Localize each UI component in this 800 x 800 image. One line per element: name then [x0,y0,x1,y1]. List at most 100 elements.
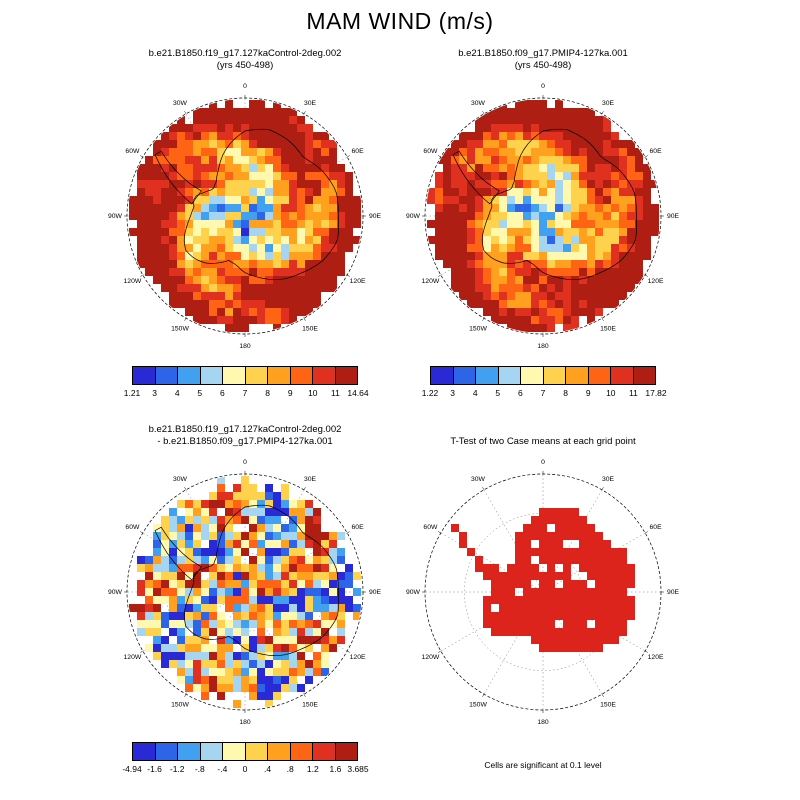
longitude-label: 0 [243,83,247,90]
colorbar-segment [245,367,268,384]
longitude-tick [482,487,485,490]
longitude-tick [184,111,187,114]
longitude-tick [601,487,604,490]
colorbar-label: 3.685 [347,764,369,774]
map-control: 0 30E 60E 90E 120E 150E 180 150W 120W 90W 60W 30W [108,83,382,350]
figure-title: MAM WIND (m/s) [306,8,494,34]
longitude-tick [303,694,306,697]
colorbar-segment [313,367,336,384]
colorbar-label: 1.22 [421,388,439,398]
colorbar-segment [155,743,178,760]
colorbar-control [132,366,358,385]
longitude-tick [347,155,350,158]
colorbar-segment [335,743,357,760]
colorbar-segment [498,367,521,384]
colorbar-pmip4-wrap: 1.22 3 4 5 6 7 8 9 10 11 17.82 [422,366,667,400]
colorbar-label: 8 [563,388,568,398]
colorbar-segment [245,743,268,760]
colorbar-label: 9 [585,388,591,398]
colorbar-label: -.4 [217,764,228,774]
colorbar-label: 14.64 [347,388,369,398]
longitude-label: 30W [173,100,188,107]
longitude-label: 120E [648,278,664,285]
longitude-label: 120W [422,654,440,661]
longitude-label: 90W [406,589,421,596]
longitude-tick [482,694,485,697]
longitude-tick [601,318,604,321]
colorbar-segment [431,367,454,384]
antarctic-peninsula-coastline [154,526,202,581]
longitude-label: 150E [600,701,616,708]
longitude-tick [438,274,441,277]
panel-pmip4-title-line2: (yrs 450-498) [514,60,572,71]
colorbar-diff-wrap: -4.94 -1.6 -1.2 -.8 -.4 0 .4 .8 1.2 1.6 3.685 [122,742,369,776]
antarctic-peninsula-coastline [452,150,500,205]
colorbar-label: 7 [540,388,546,398]
colorbar-label: 5 [197,388,203,398]
longitude-label: 60E [352,524,365,531]
longitude-tick [645,531,648,534]
colorbar-label: 0 [242,764,248,774]
colorbar-label: 10 [308,388,318,398]
colorbar-label: .8 [286,764,294,774]
longitude-label: 90W [108,589,123,596]
panel-pmip4: b.e21.B1850.f09_g17.PMIP4-127ka.001 (yrs… [388,48,698,400]
colorbar-control-wrap: 1.21 3 4 5 6 7 8 9 10 11 14.64 [124,366,369,400]
longitude-tick [438,531,441,534]
colorbar-segment [200,743,223,760]
colorbar-segment [453,367,476,384]
longitude-tick [140,274,143,277]
longitude-label: 30W [471,100,486,107]
colorbar-label: 5 [495,388,501,398]
longitude-label: 0 [243,459,247,466]
panel-diff-title-line1: b.e21.B1850.f19_g17.127kaControl-2deg.00… [148,424,342,435]
longitude-label: 150W [171,325,189,332]
panel-control-title-line1: b.e21.B1850.f19_g17.127kaControl-2deg.00… [148,48,342,59]
colorbar-label: 8 [265,388,270,398]
colorbar-pmip4 [430,366,656,385]
longitude-label: 30E [304,100,317,107]
longitude-tick [140,155,143,158]
colorbar-segment [290,743,313,760]
longitude-tick [140,531,143,534]
colorbar-segment [223,367,246,384]
longitude-tick [347,531,350,534]
longitude-label: 30E [602,100,615,107]
longitude-label: 180 [239,343,251,350]
longitude-label: 90W [108,213,123,220]
longitude-tick [645,274,648,277]
data-cells [451,508,635,652]
colorbar-label: 17.82 [645,388,667,398]
data-cells [129,100,361,332]
colorbar-segment [313,743,336,760]
colorbar-segment [543,367,566,384]
longitude-label: 90E [667,589,680,596]
longitude-label: 120W [124,278,142,285]
longitude-label: 120E [350,278,366,285]
longitude-tick [438,650,441,653]
longitude-tick [184,694,187,697]
longitude-label: 60E [650,148,663,155]
colorbar-label: 3 [450,388,455,398]
longitude-label: 180 [537,343,549,350]
colorbar-segment [476,367,499,384]
colorbar-segment [268,743,291,760]
longitude-label: 60E [352,148,365,155]
colorbar-label: -1.2 [169,764,185,774]
colorbar-label: 7 [242,388,248,398]
longitude-tick [303,318,306,321]
longitude-label: 150W [469,701,487,708]
longitude-label: 90E [369,213,382,220]
colorbar-segment [521,367,544,384]
panel-diff-title-line2: - b.e21.B1850.f09_g17.PMIP4-127ka.001 [157,436,333,447]
longitude-label: 60W [423,524,438,531]
panel-pmip4-title-line1: b.e21.B1850.f09_g17.PMIP4-127ka.001 [458,48,628,59]
longitude-label: 0 [541,83,545,90]
colorbar-segment [178,367,201,384]
longitude-label: 60W [125,524,140,531]
colorbar-label: 1.2 [306,764,319,774]
longitude-tick [184,318,187,321]
longitude-label: 30E [602,476,615,483]
panel-control-title-line2: (yrs 450-498) [216,60,274,71]
